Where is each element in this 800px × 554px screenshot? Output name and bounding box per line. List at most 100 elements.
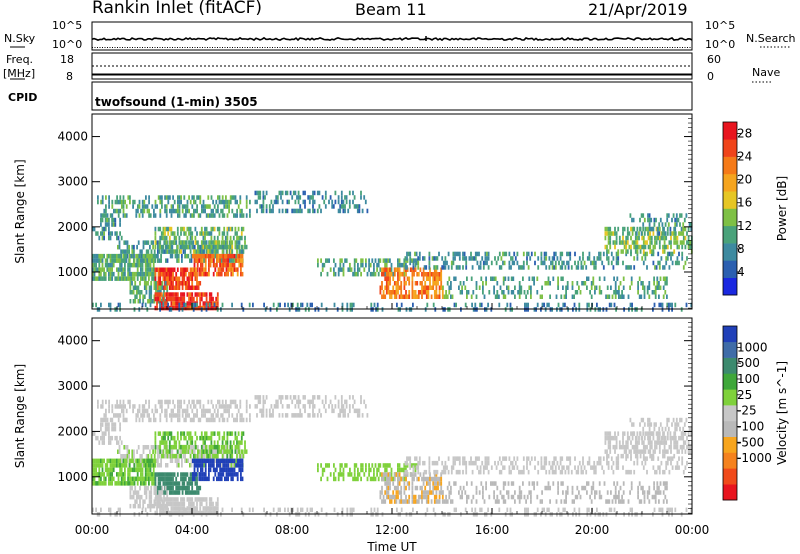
heatmap-cell	[607, 240, 610, 245]
heatmap-cell	[531, 276, 534, 281]
heatmap-cell	[664, 222, 667, 227]
heatmap-cell	[483, 294, 486, 299]
heatmap-cell	[454, 460, 456, 466]
heatmap-cell	[533, 281, 535, 286]
heatmap-cell	[390, 467, 393, 473]
heatmap-cell	[226, 435, 229, 441]
heatmap-cell	[647, 226, 650, 232]
heatmap-cell	[154, 417, 157, 423]
heatmap-cell	[193, 399, 195, 405]
heatmap-cell	[419, 281, 422, 286]
heatmap-cell	[108, 195, 110, 200]
heatmap-cell	[334, 395, 337, 400]
heatmap-cell	[241, 244, 244, 250]
heatmap-cell	[236, 213, 238, 218]
heatmap-cell	[360, 195, 362, 200]
heatmap-cell	[216, 440, 219, 445]
heatmap-cell	[167, 404, 170, 409]
heatmap-cell	[440, 281, 443, 286]
heatmap-cell	[117, 404, 120, 409]
heatmap-cell	[153, 213, 155, 218]
heatmap-cell	[259, 190, 262, 196]
heatmap-cell	[455, 456, 458, 461]
heatmap-cell	[197, 490, 200, 495]
heatmap-cell	[454, 276, 457, 281]
heatmap-cell	[106, 422, 109, 427]
heatmap-cell	[184, 267, 187, 272]
heatmap-cell	[196, 292, 198, 297]
heatmap-cell	[339, 267, 342, 272]
heatmap-cell	[669, 302, 672, 308]
heatmap-cell	[389, 485, 391, 491]
heatmap-cell	[657, 456, 660, 461]
heatmap-cell	[122, 258, 125, 263]
heatmap-cell	[92, 226, 94, 232]
heatmap-cell	[382, 272, 385, 277]
heatmap-cell	[116, 231, 118, 236]
heatmap-cell	[582, 469, 584, 475]
heatmap-cell	[149, 449, 151, 454]
heatmap-cell	[658, 226, 661, 232]
heatmap-cell	[665, 465, 668, 470]
heatmap-cell	[114, 463, 117, 468]
heatmap-cell	[296, 413, 298, 418]
heatmap-cell	[164, 506, 166, 511]
heatmap-cell	[345, 258, 348, 263]
heatmap-cell	[516, 456, 519, 461]
heatmap-cell	[470, 256, 472, 261]
heatmap-cell	[262, 399, 265, 405]
heatmap-cell	[606, 256, 608, 261]
heatmap-cell	[517, 494, 519, 500]
heatmap-cell	[93, 431, 96, 436]
heatmap-cell	[149, 463, 152, 468]
heatmap-cell	[100, 472, 102, 477]
heatmap-cell	[270, 208, 273, 214]
heatmap-cell	[405, 294, 407, 299]
heatmap-cell	[226, 204, 229, 209]
heatmap-cell	[373, 467, 375, 473]
heatmap-cell	[502, 499, 505, 504]
heatmap-cell	[654, 290, 657, 295]
heatmap-cell	[579, 494, 582, 500]
heatmap-cell	[173, 199, 176, 205]
heatmap-cell	[180, 249, 182, 254]
heatmap-cell	[421, 281, 423, 286]
heatmap-cell	[158, 258, 161, 263]
heatmap-cell	[122, 458, 125, 464]
heatmap-cell	[581, 281, 583, 286]
heatmap-cell	[626, 265, 629, 270]
heatmap-cell	[204, 226, 206, 232]
heatmap-cell	[464, 490, 467, 495]
heatmap-cell	[181, 281, 184, 286]
heatmap-cell	[183, 501, 186, 507]
heatmap-cell	[229, 240, 232, 245]
heatmap-cell	[409, 251, 412, 257]
heatmap-cell	[270, 404, 273, 409]
heatmap-cell	[144, 240, 146, 245]
heatmap-cell	[409, 260, 412, 266]
heatmap-cell	[496, 499, 499, 504]
heatmap-cell	[101, 458, 104, 464]
heatmap-cell	[164, 195, 166, 200]
heatmap-cell	[183, 231, 186, 236]
heatmap-cell	[674, 217, 677, 223]
heatmap-cell	[324, 408, 327, 414]
heatmap-cell	[411, 485, 414, 491]
heatmap-cell	[636, 244, 639, 250]
heatmap-cell	[340, 395, 343, 400]
heatmap-cell	[498, 302, 501, 308]
heatmap-cell	[213, 302, 216, 308]
heatmap-cell	[128, 467, 131, 473]
heatmap-cell	[339, 208, 342, 214]
heatmap-cell	[312, 395, 314, 400]
heatmap-cell	[414, 472, 417, 477]
heatmap-cell	[93, 258, 96, 263]
heatmap-cell	[157, 431, 160, 436]
heatmap-cell	[411, 285, 414, 290]
heatmap-cell	[374, 258, 377, 263]
heatmap-cell	[184, 435, 187, 441]
heatmap-cell	[583, 260, 586, 266]
heatmap-cell	[208, 458, 210, 464]
heatmap-cell	[448, 494, 451, 500]
heatmap-cell	[525, 294, 527, 299]
